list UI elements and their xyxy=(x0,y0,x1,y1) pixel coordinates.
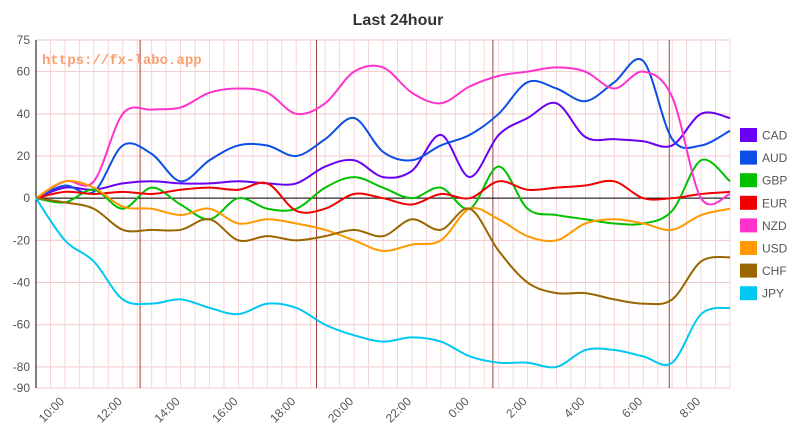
y-axis-ticks: 75 60 40 20 0 -20 -40 -60 -80 -90 xyxy=(13,33,31,395)
x-tick-label: 12:00 xyxy=(94,394,125,425)
series-line-eur xyxy=(35,179,731,214)
legend-swatch-gbp xyxy=(740,173,757,188)
series-line-jpy xyxy=(35,197,731,369)
legend: CAD AUD GBP EUR NZD USD CHF JPY xyxy=(740,128,788,301)
x-tick-label: 6:00 xyxy=(619,394,646,421)
y-tick-label: -90 xyxy=(13,381,31,395)
legend-swatch-nzd xyxy=(740,218,757,233)
legend-swatch-cad xyxy=(740,128,757,142)
y-tick-label: -80 xyxy=(13,360,31,374)
legend-swatch-chf xyxy=(740,263,757,278)
x-tick-label: 22:00 xyxy=(383,394,414,425)
legend-swatch-usd xyxy=(740,241,757,255)
x-tick-label: 16:00 xyxy=(209,394,240,425)
series-line-gbp xyxy=(35,158,731,226)
chart-title: Last 24hour xyxy=(353,12,444,29)
x-tick-label: 4:00 xyxy=(561,394,588,421)
series-line-aud xyxy=(35,57,731,200)
x-tick-label: 0:00 xyxy=(445,394,472,421)
y-tick-label: -40 xyxy=(13,276,31,290)
legend-label-cad: CAD xyxy=(762,129,788,143)
y-tick-label: 60 xyxy=(17,65,31,79)
x-tick-label: 2:00 xyxy=(503,394,530,421)
legend-label-aud: AUD xyxy=(762,151,788,165)
series-line-cad xyxy=(35,101,731,200)
x-tick-label: 8:00 xyxy=(677,394,704,421)
legend-label-jpy: JPY xyxy=(762,287,784,301)
x-axis-ticks: 10:00 12:00 14:00 16:00 18:00 20:00 22:00 0:00 2… xyxy=(36,394,704,425)
legend-swatch-eur xyxy=(740,195,757,210)
legend-swatch-jpy xyxy=(740,286,757,301)
series-line-usd xyxy=(35,179,731,252)
legend-label-gbp: GBP xyxy=(762,174,787,188)
legend-label-eur: EUR xyxy=(762,196,788,210)
y-tick-label: -60 xyxy=(13,318,31,332)
x-tick-label: 10:00 xyxy=(36,394,67,425)
y-tick-label: 40 xyxy=(17,107,31,121)
x-tick-label: 18:00 xyxy=(267,394,298,425)
x-tick-label: 20:00 xyxy=(325,394,356,425)
x-tick-label: 14:00 xyxy=(152,394,183,425)
y-tick-label: 20 xyxy=(17,149,31,163)
legend-swatch-aud xyxy=(740,150,757,165)
y-tick-label: 75 xyxy=(17,33,31,47)
y-tick-label: 0 xyxy=(23,191,30,205)
legend-label-nzd: NZD xyxy=(762,219,787,233)
series-line-nzd xyxy=(35,64,731,206)
y-tick-label: -20 xyxy=(13,233,31,247)
watermark: https://fx-labo.app xyxy=(42,53,202,69)
legend-label-usd: USD xyxy=(762,242,788,256)
legend-label-chf: CHF xyxy=(762,264,787,278)
series-line-chf xyxy=(35,197,731,306)
series-lines xyxy=(35,57,731,369)
